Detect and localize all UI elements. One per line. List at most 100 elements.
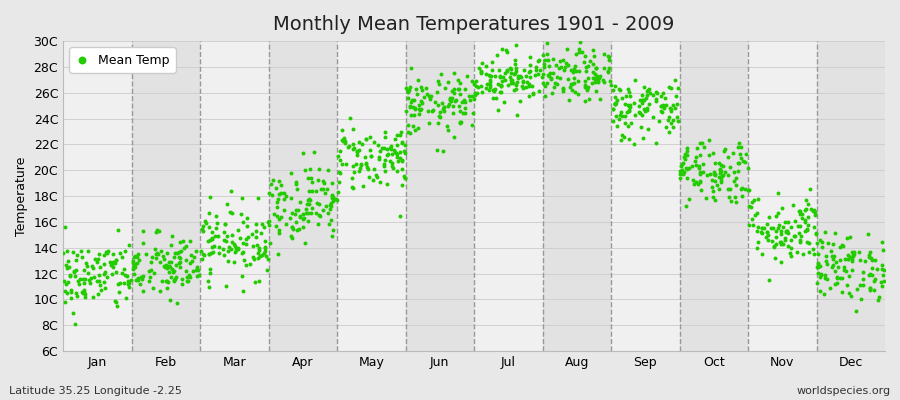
Mean Temp (404, 65, 419, 72)
Mean Temp (167, 278, 182, 284)
Mean Temp (833, 275, 848, 281)
Mean Temp (649, 96, 663, 102)
Mean Temp (372, 156, 386, 162)
Mean Temp (493, 83, 508, 90)
Mean Temp (325, 192, 339, 198)
Mean Temp (805, 206, 819, 212)
Mean Temp (675, 167, 689, 173)
Mean Temp (78, 260, 93, 266)
Mean Temp (494, 83, 508, 89)
Mean Temp (555, 57, 570, 64)
Mean Temp (783, 250, 797, 256)
Mean Temp (832, 257, 847, 263)
Mean Temp (252, 278, 266, 284)
Mean Temp (479, 63, 493, 70)
Mean Temp (602, 78, 616, 84)
Mean Temp (566, 69, 580, 75)
Mean Temp (413, 106, 428, 113)
Mean Temp (831, 264, 845, 270)
Mean Temp (615, 95, 629, 101)
Mean Temp (797, 216, 812, 223)
Mean Temp (780, 228, 795, 234)
Mean Temp (228, 248, 242, 255)
Mean Temp (788, 233, 802, 240)
Mean Temp (75, 289, 89, 296)
Mean Temp (796, 215, 810, 222)
Mean Temp (303, 196, 318, 203)
Mean Temp (639, 88, 653, 94)
Mean Temp (166, 269, 181, 275)
Mean Temp (471, 84, 485, 90)
Mean Temp (194, 256, 209, 262)
Mean Temp (98, 249, 112, 256)
Mean Temp (637, 84, 652, 90)
Mean Temp (745, 216, 760, 222)
Mean Temp (470, 90, 484, 96)
Mean Temp (586, 61, 600, 67)
Mean Temp (247, 256, 261, 263)
Mean Temp (169, 300, 184, 306)
Mean Temp (359, 136, 374, 142)
Mean Temp (207, 233, 221, 240)
Mean Temp (693, 169, 707, 176)
Mean Temp (755, 251, 770, 257)
Mean Temp (220, 201, 234, 208)
Mean Temp (625, 120, 639, 126)
Mean Temp (819, 261, 833, 267)
Mean Temp (277, 196, 292, 202)
Mean Temp (714, 168, 728, 174)
Mean Temp (733, 151, 747, 157)
Mean Temp (688, 158, 702, 164)
Mean Temp (193, 272, 207, 279)
Mean Temp (694, 187, 708, 194)
Mean Temp (612, 86, 626, 92)
Mean Temp (569, 68, 583, 74)
Mean Temp (299, 210, 313, 216)
Mean Temp (806, 208, 821, 214)
Mean Temp (412, 106, 427, 113)
Mean Temp (305, 188, 320, 194)
Mean Temp (410, 86, 424, 93)
Mean Temp (202, 251, 217, 258)
Mean Temp (553, 74, 567, 81)
Mean Temp (331, 153, 346, 159)
Mean Temp (151, 228, 166, 234)
Mean Temp (659, 124, 673, 130)
Mean Temp (874, 279, 888, 286)
Mean Temp (865, 265, 879, 272)
Mean Temp (680, 166, 695, 172)
Mean Temp (543, 70, 557, 76)
Mean Temp (404, 112, 419, 118)
Mean Temp (394, 139, 409, 146)
Mean Temp (289, 180, 303, 187)
Mean Temp (284, 232, 299, 239)
Mean Temp (845, 258, 859, 264)
Mean Temp (538, 57, 553, 64)
Mean Temp (742, 187, 756, 194)
Mean Temp (870, 265, 885, 272)
Mean Temp (230, 245, 245, 252)
Mean Temp (572, 68, 587, 74)
Mean Temp (671, 85, 686, 91)
Mean Temp (454, 119, 469, 125)
Mean Temp (563, 66, 578, 73)
Mean Temp (726, 177, 741, 184)
Mean Temp (560, 46, 574, 52)
Mean Temp (844, 256, 859, 263)
Mean Temp (204, 249, 219, 256)
Mean Temp (302, 196, 316, 202)
Mean Temp (536, 52, 551, 58)
Mean Temp (164, 259, 178, 266)
Mean Temp (224, 232, 238, 238)
Mean Temp (790, 248, 805, 255)
Mean Temp (336, 138, 350, 144)
Mean Temp (180, 273, 194, 280)
Mean Temp (808, 209, 823, 216)
Mean Temp (203, 194, 218, 200)
Mean Temp (680, 174, 694, 181)
Mean Temp (809, 230, 824, 237)
Mean Temp (519, 73, 534, 80)
Mean Temp (66, 310, 80, 316)
Mean Temp (604, 82, 618, 89)
Mean Temp (503, 74, 517, 80)
